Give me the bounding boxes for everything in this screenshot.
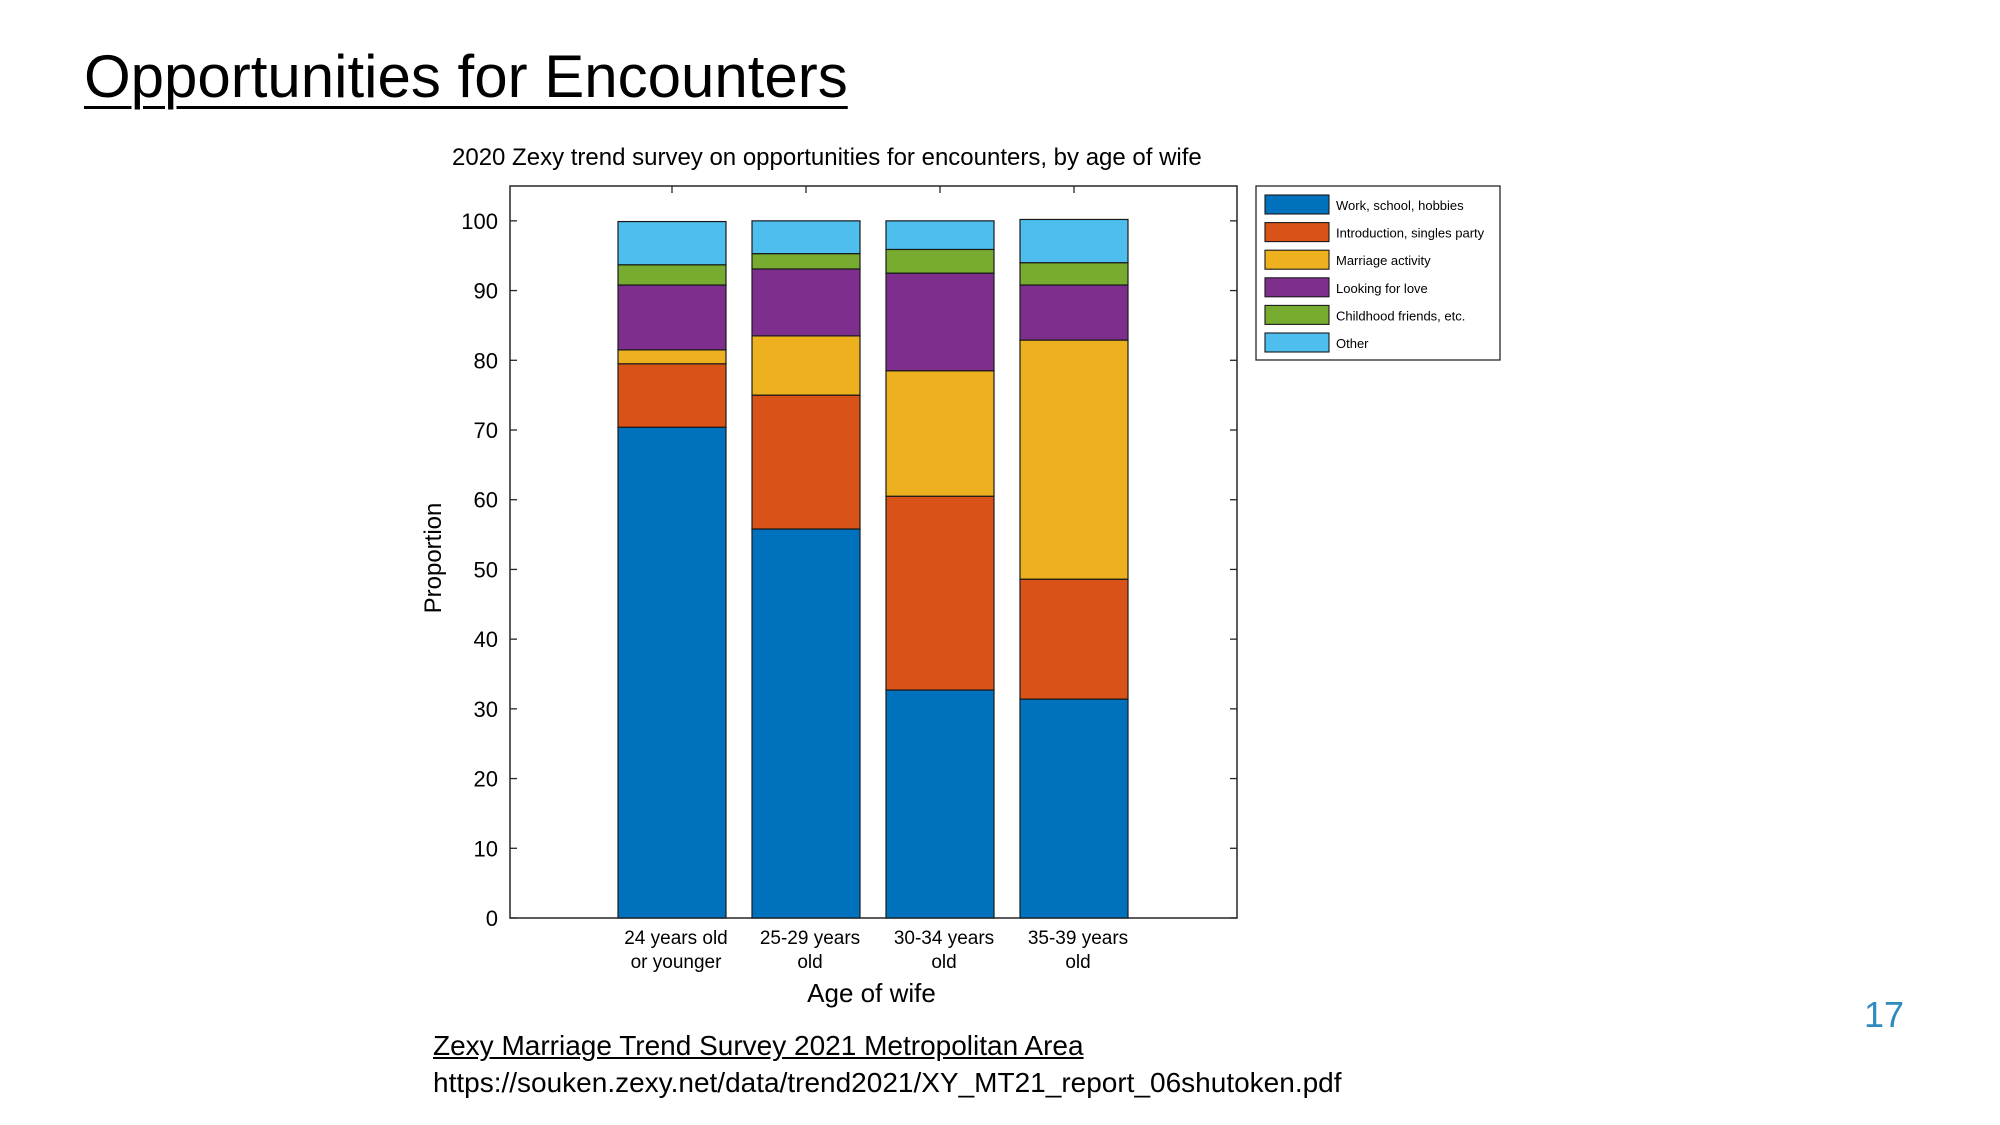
y-tick-label: 30 xyxy=(474,697,498,722)
bar-segment xyxy=(617,220,727,266)
x-tick-label: or younger xyxy=(631,952,723,973)
y-tick-label: 40 xyxy=(474,627,498,652)
bar-segment xyxy=(885,370,995,497)
bar-segment xyxy=(617,363,727,428)
legend-box xyxy=(1255,185,1501,361)
slide-title: Opportunities for Encounters xyxy=(84,43,848,110)
y-tick-label: 60 xyxy=(474,488,498,513)
y-axis-label: Proportion xyxy=(420,503,447,614)
bar-segment xyxy=(885,248,995,274)
bar-segment xyxy=(885,689,995,919)
bar-segment xyxy=(1019,284,1129,341)
legend-swatch xyxy=(1264,277,1330,298)
x-tick-label: 30-34 years xyxy=(894,928,994,949)
bar-segment xyxy=(885,272,995,372)
y-tick-label: 90 xyxy=(474,279,498,304)
bar-segment xyxy=(1019,218,1129,264)
legend-swatch xyxy=(1264,222,1330,243)
bar-segment xyxy=(751,253,861,270)
x-tick-label: old xyxy=(797,952,822,973)
bar-segment xyxy=(617,284,727,351)
bar-segment xyxy=(885,495,995,691)
chart-title: 2020 Zexy trend survey on opportunities … xyxy=(452,144,1202,171)
bar-segment xyxy=(885,220,995,251)
x-tick-label: 35-39 years xyxy=(1028,928,1128,949)
legend-entry: Childhood friends, etc. xyxy=(1336,308,1465,323)
y-tick-label: 20 xyxy=(474,767,498,792)
legend-swatch xyxy=(1264,332,1330,353)
legend-swatch xyxy=(1264,249,1330,270)
bar-segment xyxy=(751,220,861,255)
legend-entry: Work, school, hobbies xyxy=(1336,198,1464,213)
legend-entry: Introduction, singles party xyxy=(1336,226,1485,241)
y-tick-label: 100 xyxy=(461,209,498,234)
legend-swatch xyxy=(1264,304,1330,325)
y-tick-label: 50 xyxy=(474,557,498,582)
bar-segment xyxy=(1019,262,1129,286)
page-number: 17 xyxy=(1864,994,1905,1035)
y-tick-label: 70 xyxy=(474,418,498,443)
x-tick-label: 25-29 years xyxy=(760,928,860,949)
y-tick-label: 80 xyxy=(474,348,498,373)
bar-segment xyxy=(751,394,861,530)
y-tick-label: 10 xyxy=(474,836,498,861)
bar-segment xyxy=(751,528,861,919)
bar-segment xyxy=(1019,339,1129,580)
x-tick-label: old xyxy=(1065,952,1090,973)
bar-segment xyxy=(1019,698,1129,919)
x-tick-label: old xyxy=(931,952,956,973)
x-axis-label: Age of wife xyxy=(807,978,936,1008)
bar-segment xyxy=(751,335,861,396)
bar-segment xyxy=(1019,578,1129,700)
legend-entry: Looking for love xyxy=(1336,281,1428,296)
y-tick-label: 0 xyxy=(486,906,498,931)
bar-segment xyxy=(617,264,727,286)
source-title[interactable]: Zexy Marriage Trend Survey 2021 Metropol… xyxy=(433,1030,1084,1061)
x-tick-label: 24 years old xyxy=(624,928,728,949)
legend-entry: Marriage activity xyxy=(1336,253,1431,268)
bar-segment xyxy=(751,268,861,337)
legend-entry: Other xyxy=(1336,336,1369,351)
legend-swatch xyxy=(1264,194,1330,215)
bar-segment xyxy=(617,349,727,365)
source-url: https://souken.zexy.net/data/trend2021/X… xyxy=(433,1067,1342,1098)
plot-area-frame xyxy=(509,185,1238,919)
bar-segment xyxy=(617,426,727,919)
